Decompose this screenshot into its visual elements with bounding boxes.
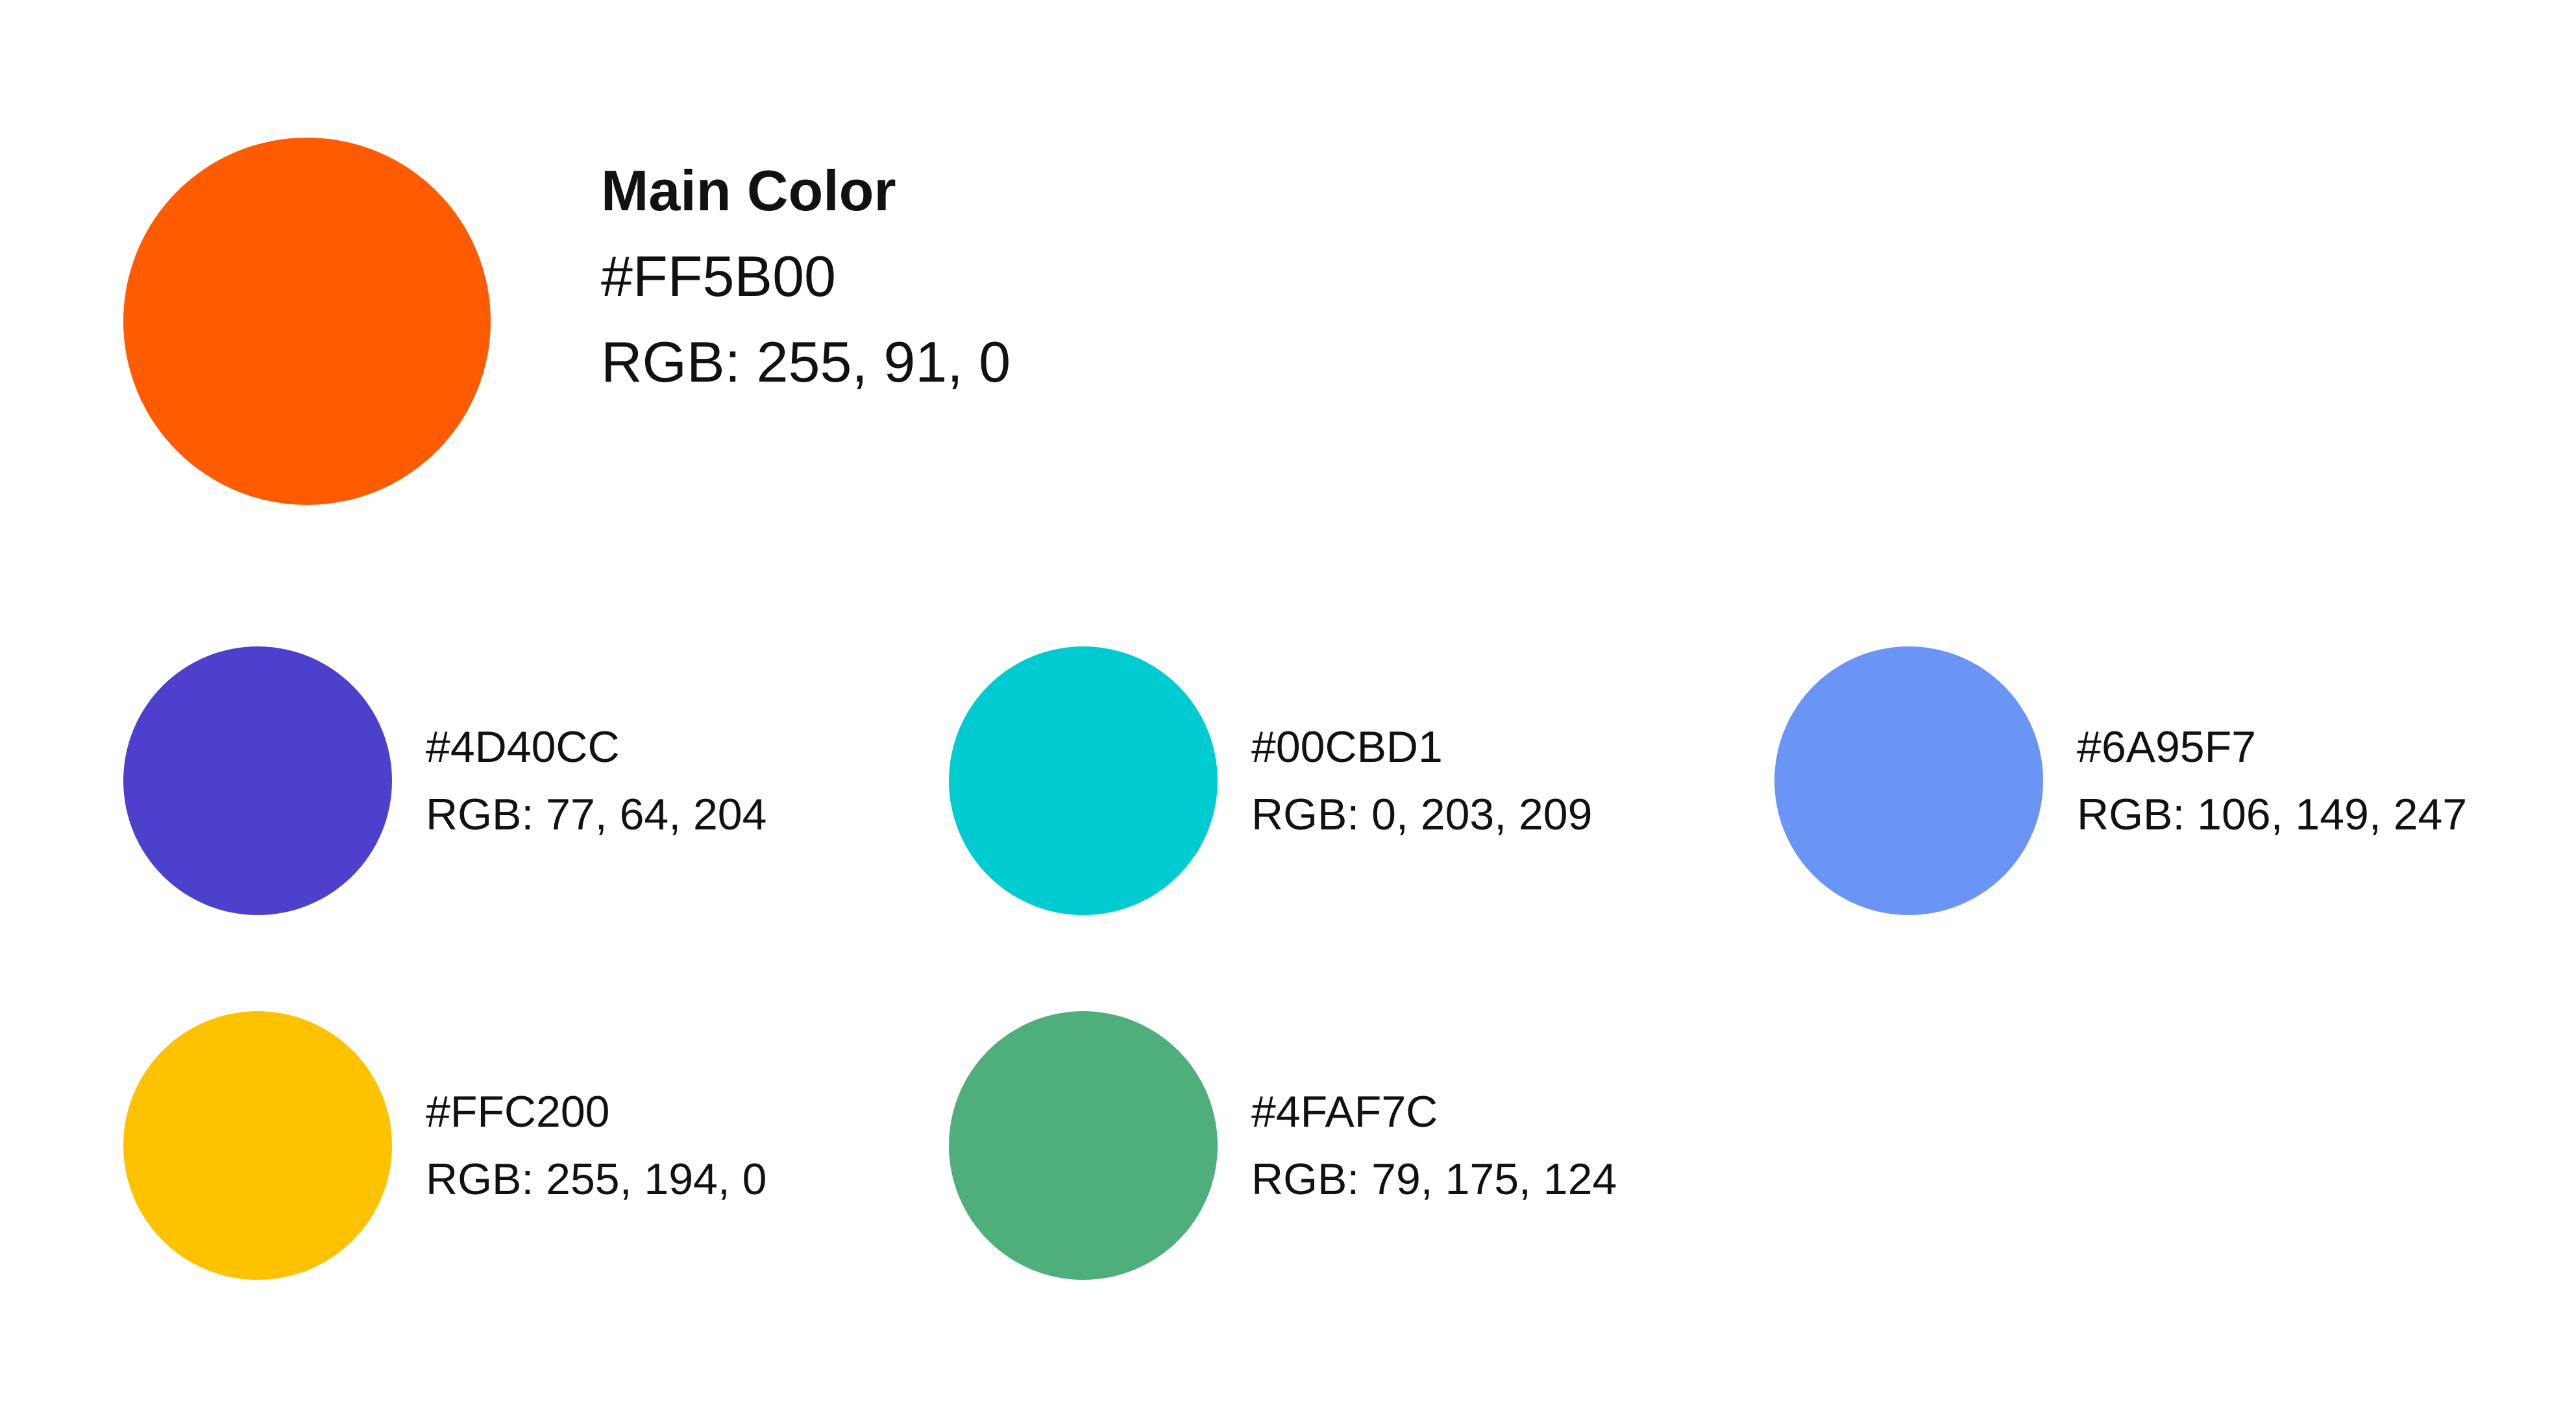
color-swatch: #6A95F7 RGB: 106, 149, 247 (1774, 646, 2467, 915)
color-swatch: #FFC200 RGB: 255, 194, 0 (123, 1011, 767, 1280)
color-info: #FFC200 RGB: 255, 194, 0 (426, 1078, 767, 1213)
color-rgb: RGB: 0, 203, 209 (1251, 790, 1593, 839)
main-color-hex: #FF5B00 (601, 244, 836, 308)
main-color-circle (123, 138, 491, 505)
color-circle (1774, 646, 2043, 915)
color-hex: #4D40CC (426, 722, 620, 772)
color-info: #00CBD1 RGB: 0, 203, 209 (1251, 713, 1592, 848)
color-hex: #4FAF7C (1251, 1087, 1438, 1136)
color-hex: #FFC200 (426, 1087, 610, 1136)
main-color-rgb: RGB: 255, 91, 0 (601, 330, 1011, 394)
color-rgb: RGB: 79, 175, 124 (1251, 1155, 1617, 1204)
color-info: #4FAF7C RGB: 79, 175, 124 (1251, 1078, 1617, 1213)
color-info: #4D40CC RGB: 77, 64, 204 (426, 713, 767, 848)
color-circle (123, 1011, 392, 1280)
main-color-swatch: Main Color #FF5B00 RGB: 255, 91, 0 (123, 138, 1011, 505)
color-rgb: RGB: 106, 149, 247 (2077, 790, 2468, 839)
color-swatch: #4D40CC RGB: 77, 64, 204 (123, 646, 767, 915)
color-hex: #00CBD1 (1251, 722, 1443, 772)
main-color-info: Main Color #FF5B00 RGB: 255, 91, 0 (601, 148, 1011, 405)
color-rgb: RGB: 255, 194, 0 (426, 1155, 767, 1204)
color-circle (949, 1011, 1218, 1280)
color-info: #6A95F7 RGB: 106, 149, 247 (2077, 713, 2467, 848)
color-circle (949, 646, 1218, 915)
color-hex: #6A95F7 (2077, 722, 2256, 772)
main-color-title: Main Color (601, 158, 896, 223)
color-circle (123, 646, 392, 915)
color-rgb: RGB: 77, 64, 204 (426, 790, 767, 839)
color-swatch: #00CBD1 RGB: 0, 203, 209 (949, 646, 1592, 915)
color-swatch: #4FAF7C RGB: 79, 175, 124 (949, 1011, 1617, 1280)
